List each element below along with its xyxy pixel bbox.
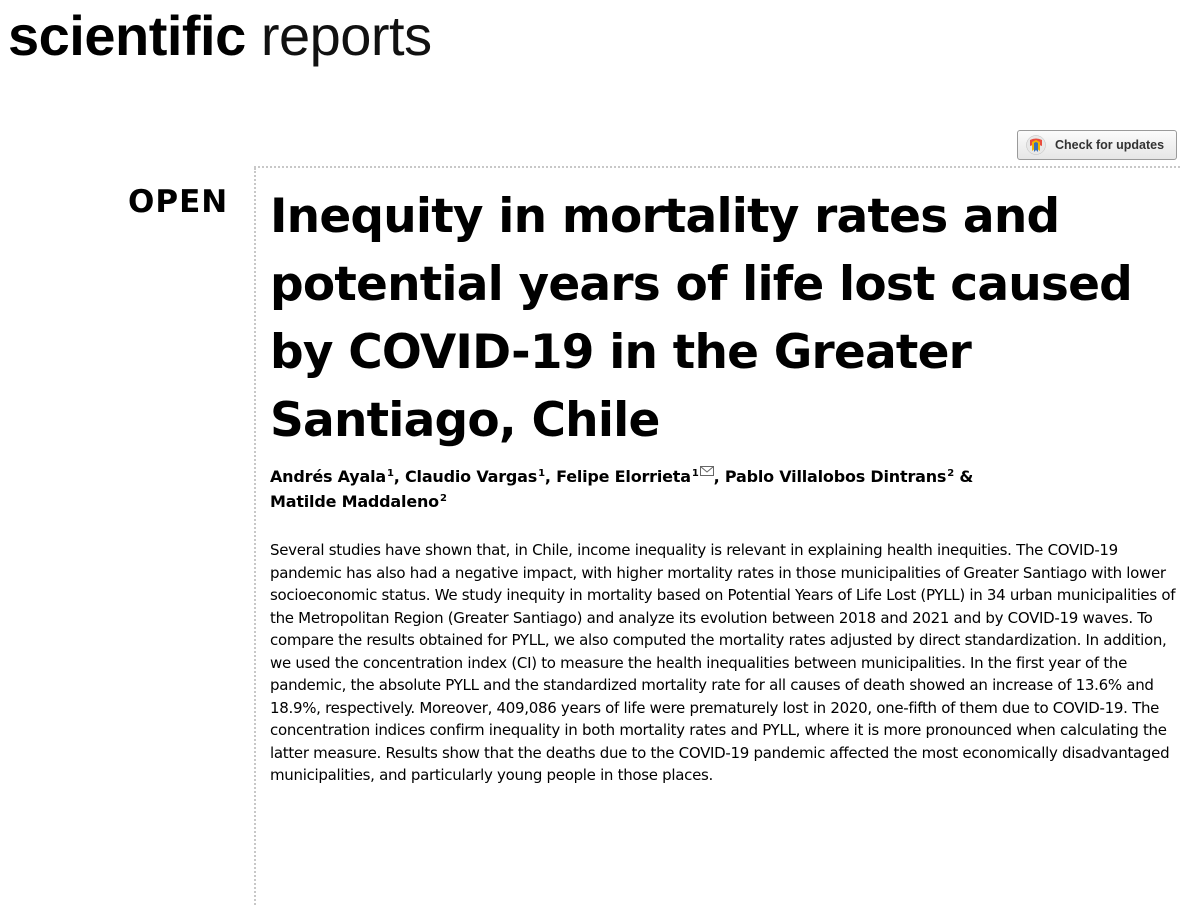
journal-name-bold: scientific [8, 4, 246, 67]
author-name[interactable]: Claudio Vargas [405, 467, 538, 486]
abstract-text: Several studies have shown that, in Chil… [270, 541, 1176, 784]
author-name[interactable]: Pablo Villalobos Dintrans [724, 467, 947, 486]
open-access-label: OPEN [128, 184, 229, 220]
author-name[interactable]: Matilde Maddaleno [270, 492, 439, 511]
journal-logo: scientific reports [8, 0, 432, 72]
author-separator: , [393, 467, 405, 486]
author-affiliation: 1 [691, 467, 699, 479]
margin-divider [254, 168, 256, 905]
article-title: Inequity in mortality rates and potentia… [270, 189, 1133, 448]
header-divider [254, 166, 1180, 168]
author-affiliation: 2 [947, 467, 955, 479]
author-separator: , [544, 467, 557, 486]
author-separator: , [713, 467, 725, 486]
author-separator: & [954, 467, 974, 486]
mail-icon[interactable] [699, 466, 714, 476]
author-list: Andrés Ayala1, Claudio Vargas1, Felipe E… [270, 464, 1180, 514]
author-name[interactable]: Andrés Ayala [270, 467, 386, 486]
author-affiliation: 1 [538, 467, 545, 479]
journal-name-light: reports [260, 4, 432, 67]
check-for-updates-button[interactable]: Check for updates [1017, 130, 1177, 160]
author-name[interactable]: Felipe Elorrieta [556, 467, 691, 486]
crossmark-icon [1026, 135, 1046, 155]
author-affiliation: 2 [439, 492, 447, 504]
author-affiliation: 1 [386, 467, 394, 479]
check-for-updates-label: Check for updates [1055, 138, 1165, 152]
